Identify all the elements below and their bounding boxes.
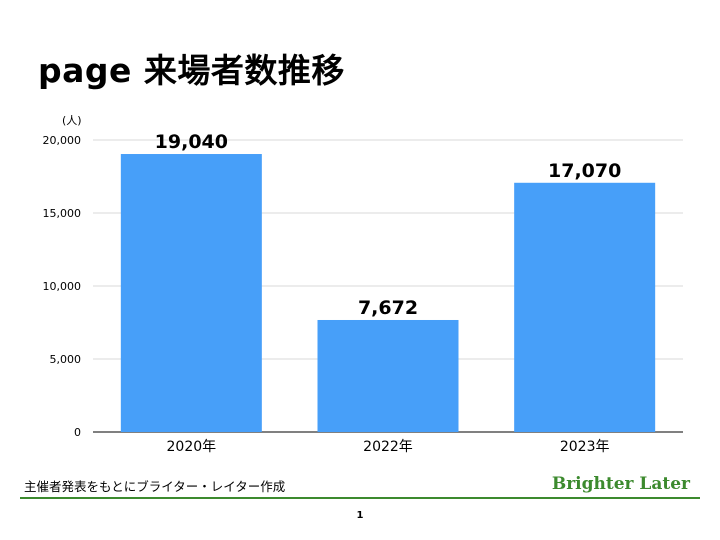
bar-2020年 [120,154,262,433]
bar-value-label: 17,070 [548,160,621,182]
brand-logo-text: Brighter Later [551,474,690,494]
page-number: 1 [356,510,364,521]
bar-value-label: 7,672 [358,297,418,319]
y-tick-label: 5,000 [50,353,82,366]
bar-value-label: 19,040 [155,131,228,153]
bar-2023年 [514,182,656,432]
y-tick-label: 15,000 [43,207,82,220]
y-axis-unit-label: (人) [62,114,82,127]
x-tick-label: 2022年 [363,439,413,455]
footer-divider [20,497,700,499]
y-tick-label: 10,000 [43,280,82,293]
y-tick-label: 0 [74,426,81,439]
slide-title: page 来場者数推移 [38,51,345,90]
y-tick-label: 20,000 [43,134,82,147]
x-tick-label: 2020年 [167,439,217,455]
bar-2022年 [317,319,459,432]
x-tick-label: 2023年 [560,439,610,455]
source-caption: 主催者発表をもとにブライター・レイター作成 [24,479,286,494]
